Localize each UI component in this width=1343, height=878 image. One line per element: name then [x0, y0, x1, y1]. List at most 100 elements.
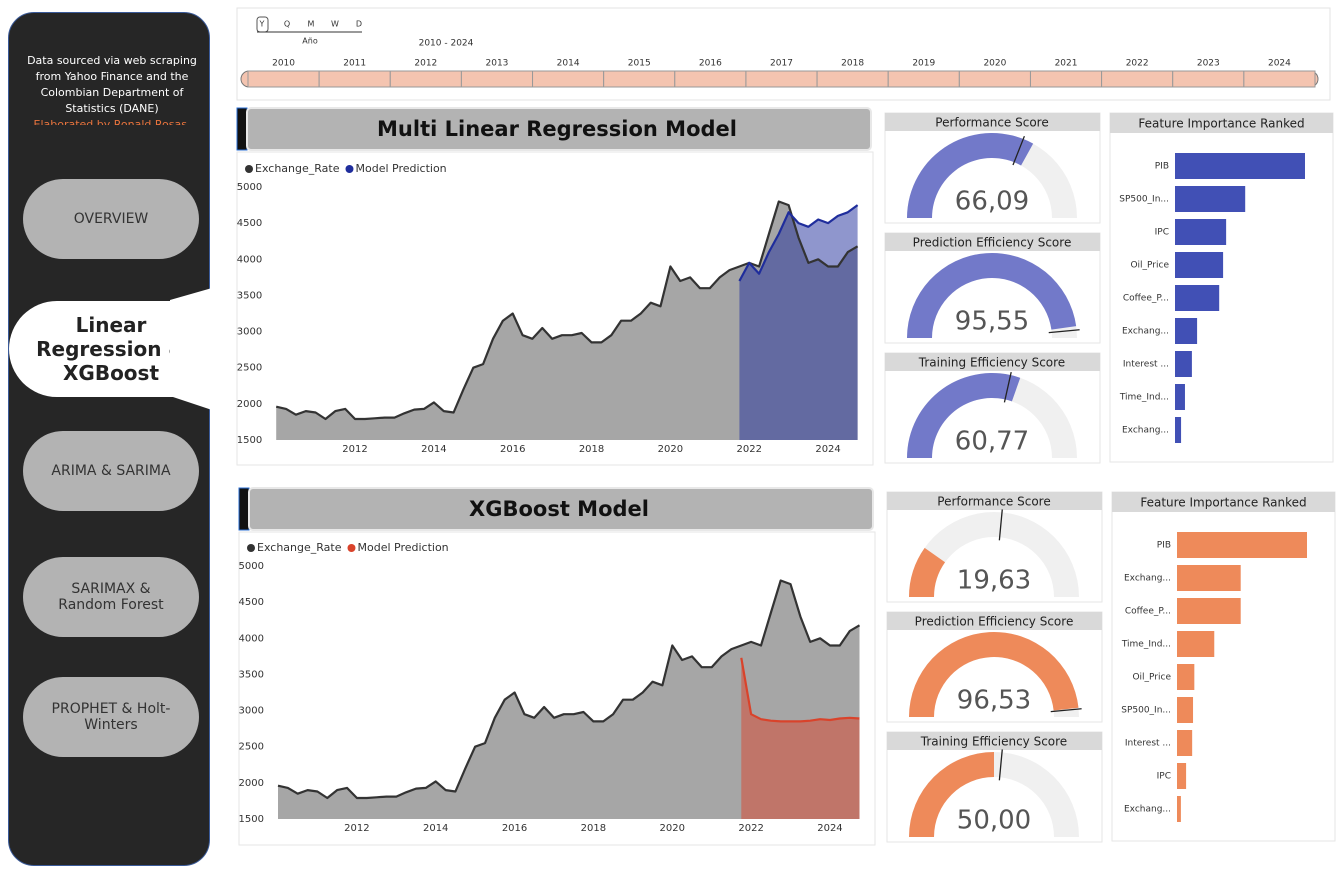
legend-dot	[345, 165, 354, 173]
feature-label: Interest ...	[1123, 360, 1169, 370]
header-accent	[236, 107, 248, 151]
y-tick-label: 3000	[237, 327, 262, 338]
y-tick-label: 4500	[237, 218, 262, 229]
header-accent	[238, 487, 250, 531]
feature-bar	[1177, 763, 1187, 789]
feature-label: PIB	[1155, 162, 1169, 172]
actual-line	[275, 200, 859, 421]
nav-item[interactable]: PROPHET & Holt-Winters	[23, 677, 199, 757]
gauge-value: 50,00	[957, 806, 1031, 836]
x-tick-label: 2014	[423, 823, 448, 834]
feature-label: IPC	[1155, 228, 1169, 238]
feature-label: Exchang...	[1122, 426, 1169, 436]
legend-label: Exchange_Rate	[255, 162, 340, 175]
y-tick-label: 5000	[239, 561, 264, 572]
x-tick-label: 2020	[658, 444, 683, 455]
gauge-value: 60,77	[955, 427, 1029, 457]
legend-label: Model Prediction	[357, 541, 448, 554]
prediction-line	[740, 657, 860, 723]
legend-dot	[247, 544, 255, 552]
gauge-title-band	[887, 612, 1102, 630]
feature-label: IPC	[1157, 772, 1171, 782]
feature-label: PIB	[1157, 541, 1171, 551]
prediction-area	[739, 205, 858, 440]
gauge-target	[998, 509, 1003, 541]
gauge-target	[1003, 371, 1012, 403]
year-cell	[1029, 70, 1103, 88]
feature-label: Coffee_P...	[1125, 607, 1171, 617]
gauge-value: 66,09	[955, 187, 1029, 217]
gauge-track	[909, 512, 1079, 597]
gauge-track	[909, 752, 1079, 837]
year-cell	[816, 70, 889, 88]
x-tick-label: 2016	[502, 823, 527, 834]
nav-item[interactable]: ARIMA & SARIMA	[23, 431, 199, 511]
year-cell	[247, 70, 320, 88]
slider-track	[240, 70, 1319, 88]
feature-bar	[1175, 351, 1192, 377]
year-cell	[958, 70, 1031, 88]
gauge-track	[907, 373, 1077, 458]
feature-label: Interest ...	[1125, 739, 1171, 749]
note-text: Data sourced via web scraping from Yahoo…	[27, 54, 197, 115]
gauge-fill	[909, 752, 994, 837]
granularity-option: Q	[284, 20, 290, 29]
feature-label: Exchang...	[1124, 574, 1171, 584]
year-label: 2012	[414, 59, 437, 69]
x-tick-label: 2022	[737, 444, 762, 455]
gauge-title: Training Efficiency Score	[918, 356, 1065, 370]
model-header	[246, 107, 872, 151]
feature-bar	[1175, 384, 1185, 410]
gauge-title-band	[885, 233, 1100, 251]
gauge-title: Prediction Efficiency Score	[915, 615, 1074, 629]
feature-label: Time_Ind...	[1121, 640, 1171, 650]
x-tick-label: 2012	[342, 444, 367, 455]
x-tick-label: 2020	[660, 823, 685, 834]
gauge-fill	[907, 132, 1034, 218]
gauge-target	[998, 749, 1003, 781]
gauge-card	[886, 491, 1103, 603]
gauge-value: 19,63	[957, 566, 1031, 596]
x-tick-label: 2018	[579, 444, 604, 455]
granularity-option: W	[331, 20, 339, 29]
nav-item[interactable]: OVERVIEW	[23, 179, 199, 259]
feature-title-band	[1110, 113, 1333, 133]
year-label: 2018	[841, 59, 864, 69]
year-cell	[603, 70, 676, 88]
feature-bar	[1177, 598, 1241, 624]
gauge-title: Performance Score	[937, 495, 1050, 509]
nav-item[interactable]: Linear Regression & XGBoost	[9, 301, 213, 397]
prediction-area	[741, 657, 860, 819]
year-label: 2024	[1268, 59, 1291, 69]
model-title: Multi Linear Regression Model	[377, 117, 737, 141]
gauge-fill	[909, 547, 946, 597]
legend-label: Exchange_Rate	[257, 541, 342, 554]
gauge-title-band	[885, 353, 1100, 371]
legend-label: Model Prediction	[355, 162, 446, 175]
year-label: 2020	[983, 59, 1006, 69]
gauge-fill	[909, 631, 1079, 717]
actual-line	[277, 579, 861, 800]
feature-label: SP500_In...	[1119, 195, 1169, 205]
y-tick-label: 3500	[237, 290, 262, 301]
nav-item[interactable]: SARIMAX & Random Forest	[23, 557, 199, 637]
feature-bar	[1177, 730, 1193, 756]
feature-bar	[1177, 532, 1307, 558]
x-tick-label: 2018	[581, 823, 606, 834]
y-tick-label: 5000	[237, 182, 262, 193]
sidebar: Data sourced via web scraping from Yahoo…	[8, 12, 213, 866]
year-label: 2013	[486, 59, 509, 69]
gauge-title: Prediction Efficiency Score	[913, 236, 1072, 250]
y-tick-label: 4000	[237, 254, 262, 265]
feature-panel	[1109, 112, 1334, 463]
year-cell	[745, 70, 818, 88]
gauge-title: Performance Score	[935, 116, 1048, 130]
feature-bar	[1175, 318, 1198, 344]
year-label: 2017	[770, 59, 793, 69]
feature-bar	[1175, 252, 1224, 278]
feature-label: Coffee_P...	[1123, 294, 1169, 304]
legend-dot	[245, 165, 253, 173]
y-tick-label: 2500	[237, 363, 262, 374]
gauge-title: Training Efficiency Score	[920, 735, 1067, 749]
feature-bar	[1177, 796, 1181, 822]
